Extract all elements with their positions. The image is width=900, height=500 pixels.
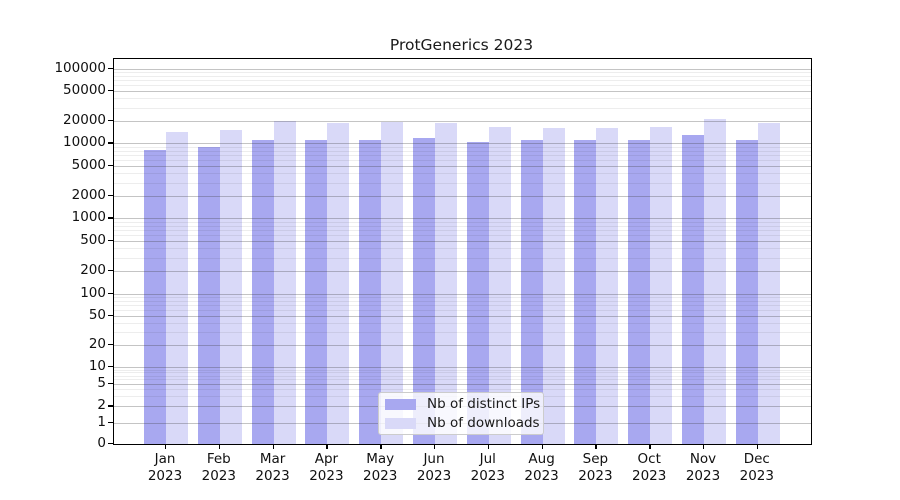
bars-layer [114, 59, 811, 444]
y-tick-mark [108, 314, 113, 317]
bar-distinct-ips-sep [574, 140, 597, 444]
y-tick-mark [108, 270, 113, 272]
bar-distinct-ips-may [359, 139, 382, 444]
y-tick-label: 50000 [63, 82, 106, 99]
x-tick-mark [326, 444, 328, 449]
bar-downloads-aug [542, 128, 565, 444]
x-tick-mark [218, 444, 221, 449]
y-tick-mark [108, 217, 113, 219]
bar-distinct-ips-jul [466, 142, 489, 444]
legend-label-distinct-ips: Nb of distinct IPs [427, 396, 541, 412]
bar-downloads-jun [435, 123, 457, 444]
x-tick-mark [434, 444, 436, 449]
bar-distinct-ips-aug [520, 140, 543, 444]
y-tick-label: 5 [97, 374, 106, 391]
y-tick-mark [108, 422, 113, 424]
x-tick-mark [756, 444, 759, 449]
x-tick-label-jun: Jun 2023 [416, 451, 452, 484]
x-tick-label-mar: Mar 2023 [255, 451, 290, 484]
y-tick-mark [108, 239, 113, 242]
legend: Nb of distinct IPs Nb of downloads [378, 392, 544, 435]
x-tick-mark [380, 444, 382, 449]
y-tick-label: 20 [88, 335, 106, 352]
bar-distinct-ips-dec [735, 139, 758, 444]
x-tick-mark [595, 444, 597, 449]
x-tick-label-dec: Dec 2023 [739, 451, 774, 484]
plot-area [113, 58, 812, 445]
y-tick-mark [108, 67, 113, 69]
bar-downloads-mar [273, 120, 296, 444]
bar-downloads-sep [596, 128, 619, 444]
y-tick-label: 100000 [54, 59, 106, 76]
bar-downloads-nov [704, 119, 726, 444]
legend-item-distinct-ips: Nb of distinct IPs [385, 397, 543, 411]
y-tick-mark [108, 366, 113, 368]
y-tick-mark [108, 164, 113, 167]
bar-distinct-ips-jan [144, 149, 166, 444]
x-tick-label-jul: Jul 2023 [470, 451, 505, 484]
x-tick-mark [487, 444, 490, 449]
x-tick-mark [703, 444, 705, 449]
y-tick-label: 50 [88, 306, 106, 323]
bar-downloads-jan [166, 132, 188, 444]
chart-title: ProtGenerics 2023 [389, 36, 534, 54]
y-tick-label: 0 [97, 435, 106, 451]
x-tick-label-aug: Aug 2023 [524, 451, 559, 484]
y-tick-mark [108, 90, 113, 92]
y-tick-label: 10000 [63, 134, 106, 151]
legend-swatch-distinct-ips [385, 398, 416, 410]
bar-distinct-ips-oct [628, 139, 651, 444]
legend-label-downloads: Nb of downloads [427, 415, 540, 431]
x-tick-mark [272, 444, 274, 449]
x-tick-label-apr: Apr 2023 [309, 451, 344, 484]
y-tick-mark [108, 443, 113, 445]
x-tick-label-jan: Jan 2023 [147, 451, 183, 484]
y-tick-mark [108, 119, 113, 122]
bar-distinct-ips-nov [682, 135, 704, 444]
bar-distinct-ips-mar [251, 139, 274, 444]
y-tick-label: 1000 [71, 209, 106, 226]
y-tick-label: 1 [97, 414, 106, 430]
y-tick-label: 500 [80, 231, 106, 248]
bar-distinct-ips-jun [413, 137, 435, 444]
x-tick-mark [649, 444, 651, 449]
bar-downloads-jul [488, 127, 511, 444]
x-tick-label-nov: Nov 2023 [685, 451, 721, 484]
y-tick-mark [108, 292, 113, 295]
x-tick-mark [541, 444, 543, 449]
y-tick-label: 5000 [71, 156, 106, 173]
x-tick-label-feb: Feb 2023 [201, 451, 236, 484]
y-tick-label: 200 [80, 262, 106, 278]
x-tick-label-oct: Oct 2023 [632, 451, 667, 484]
x-tick-label-sep: Sep 2023 [578, 451, 613, 484]
y-tick-label: 10 [88, 358, 106, 374]
bar-downloads-feb [219, 129, 242, 444]
bar-downloads-oct [650, 127, 673, 444]
x-tick-label-may: May 2023 [363, 451, 398, 484]
bar-downloads-apr [327, 123, 350, 444]
y-tick-mark [108, 194, 113, 197]
y-tick-mark [108, 343, 113, 346]
bar-downloads-dec [757, 123, 780, 444]
legend-item-downloads: Nb of downloads [385, 416, 543, 430]
y-tick-label: 2000 [71, 186, 106, 203]
y-tick-label: 2 [97, 397, 106, 414]
y-tick-mark [108, 142, 113, 144]
y-tick-mark [108, 405, 113, 407]
bar-distinct-ips-apr [305, 139, 328, 444]
y-tick-label: 100 [80, 284, 106, 301]
x-tick-mark [165, 444, 167, 449]
legend-swatch-downloads [385, 417, 416, 429]
bar-distinct-ips-feb [197, 147, 220, 444]
y-tick-mark [108, 382, 113, 385]
y-tick-label: 20000 [63, 111, 106, 128]
bar-downloads-may [381, 122, 404, 444]
